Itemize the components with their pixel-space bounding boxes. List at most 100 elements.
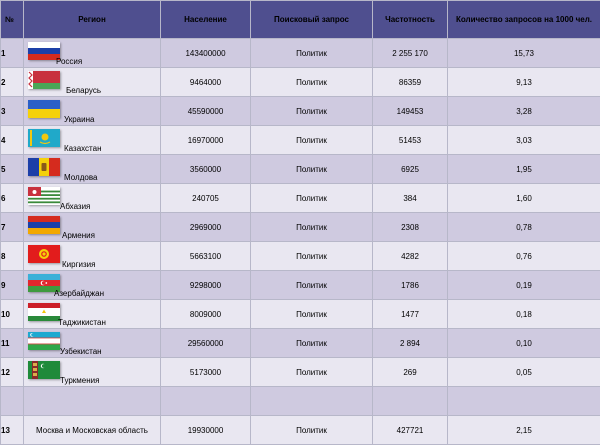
kyrgyzstan-flag-icon (28, 245, 60, 263)
query-cell: Политик (251, 416, 373, 445)
frequency-cell: 427721 (373, 416, 448, 445)
uzbekistan-flag-icon (28, 332, 60, 350)
population-cell: 16970000 (161, 126, 251, 155)
row-number: 8 (1, 242, 24, 271)
region-cell: Россия (24, 39, 161, 68)
population-cell: 45590000 (161, 97, 251, 126)
region-cell: Украина (24, 97, 161, 126)
per1000-cell: 1,60 (448, 184, 600, 213)
frequency-cell: 269 (373, 358, 448, 387)
region-name: Россия (56, 57, 82, 66)
population-cell: 8009000 (161, 300, 251, 329)
kazakhstan-flag-icon (28, 129, 60, 147)
region-cell: Киргизия (24, 242, 161, 271)
query-cell: Политик (251, 155, 373, 184)
region-cell: Туркмения (24, 358, 161, 387)
frequency-cell: 1786 (373, 271, 448, 300)
per1000-cell: 0,10 (448, 329, 600, 358)
query-cell: Политик (251, 329, 373, 358)
belarus-flag-icon (28, 71, 60, 89)
row-number: 11 (1, 329, 24, 358)
frequency-cell: 2308 (373, 213, 448, 242)
population-cell: 3560000 (161, 155, 251, 184)
region-name: Азербайджан (54, 289, 104, 298)
per1000-cell: 3,28 (448, 97, 600, 126)
region-cell: Молдова (24, 155, 161, 184)
population-cell: 240705 (161, 184, 251, 213)
region-name: Таджикистан (58, 318, 106, 327)
region-name: Казахстан (64, 144, 102, 153)
population-cell: 5173000 (161, 358, 251, 387)
region-cell: Армения (24, 213, 161, 242)
query-cell: Политик (251, 271, 373, 300)
query-cell: Политик (251, 213, 373, 242)
population-cell: 29560000 (161, 329, 251, 358)
per1000-cell: 1,95 (448, 155, 600, 184)
region-name: Беларусь (66, 86, 101, 95)
moldova-flag-icon (28, 158, 60, 176)
region-cell: Беларусь (24, 68, 161, 97)
region-cell: Казахстан (24, 126, 161, 155)
query-cell: Политик (251, 184, 373, 213)
row-number: 13 (1, 416, 24, 445)
region-cell: Азербайджан (24, 271, 161, 300)
query-cell: Политик (251, 300, 373, 329)
turkmenistan-flag-icon (28, 361, 60, 379)
row-number: 4 (1, 126, 24, 155)
header-region: Регион (24, 1, 161, 39)
region-name: Абхазия (60, 202, 90, 211)
frequency-cell: 149453 (373, 97, 448, 126)
query-cell: Политик (251, 358, 373, 387)
spacer-row (1, 387, 600, 416)
armenia-flag-icon (28, 216, 60, 234)
row-number: 9 (1, 271, 24, 300)
per1000-cell: 0,05 (448, 358, 600, 387)
header-row: № Регион Население Поисковый запрос Част… (1, 1, 600, 39)
frequency-cell: 2 255 170 (373, 39, 448, 68)
region-name: Армения (62, 231, 95, 240)
row-number: 6 (1, 184, 24, 213)
per1000-cell: 15,73 (448, 39, 600, 68)
query-cell: Политик (251, 126, 373, 155)
per1000-cell: 9,13 (448, 68, 600, 97)
header-frequency: Частотность (373, 1, 448, 39)
row-number: 2 (1, 68, 24, 97)
tajikistan-flag-icon (28, 303, 60, 321)
query-cell: Политик (251, 97, 373, 126)
per1000-cell: 2,15 (448, 416, 600, 445)
region-cell: Таджикистан (24, 300, 161, 329)
per1000-cell: 0,78 (448, 213, 600, 242)
header-per1000: Количество запросов на 1000 чел. (448, 1, 600, 39)
region-cell: Узбекистан (24, 329, 161, 358)
per1000-cell: 0,19 (448, 271, 600, 300)
frequency-cell: 4282 (373, 242, 448, 271)
per1000-cell: 3,03 (448, 126, 600, 155)
ukraine-flag-icon (28, 100, 60, 118)
frequency-cell: 1477 (373, 300, 448, 329)
population-cell: 9298000 (161, 271, 251, 300)
region-name: Узбекистан (60, 347, 102, 356)
region-name: Москва и Московская область (24, 416, 161, 445)
region-cell: Абхазия (24, 184, 161, 213)
population-cell: 9464000 (161, 68, 251, 97)
header-num: № (1, 1, 24, 39)
region-name: Киргизия (62, 260, 95, 269)
frequency-cell: 51453 (373, 126, 448, 155)
query-cell: Политик (251, 242, 373, 271)
population-cell: 143400000 (161, 39, 251, 68)
header-query: Поисковый запрос (251, 1, 373, 39)
frequency-cell: 2 894 (373, 329, 448, 358)
region-name: Украина (64, 115, 94, 124)
frequency-cell: 6925 (373, 155, 448, 184)
region-name: Молдова (64, 173, 97, 182)
